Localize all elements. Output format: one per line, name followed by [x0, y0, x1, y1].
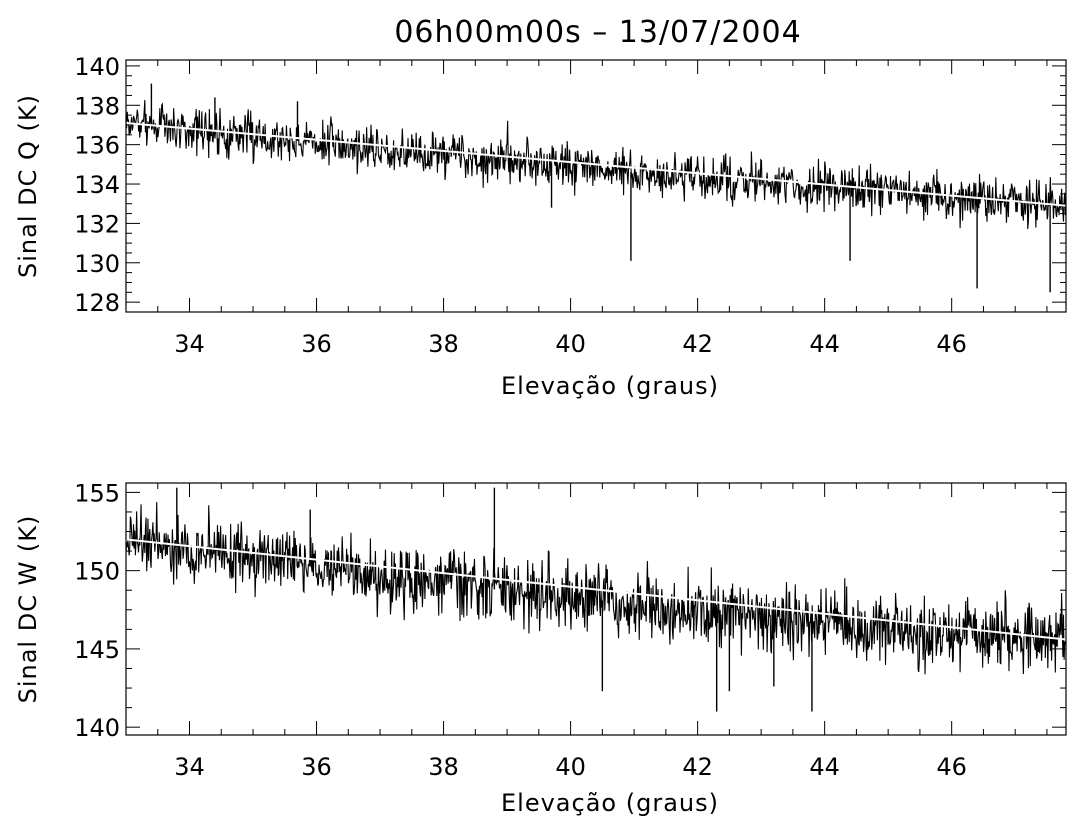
x-tick-label: 40 — [555, 330, 586, 358]
axes-frame — [125, 482, 1067, 736]
y-tick-label: 132 — [74, 210, 120, 238]
y-tick-label: 145 — [74, 636, 120, 664]
y-tick-label: 134 — [74, 171, 120, 199]
x-tick-label: 40 — [555, 753, 586, 781]
x-axis-label: Elevação (graus) — [501, 789, 719, 817]
top-panel: 34 36 38 40 42 44 46 128 130 132 134 136 138 140 Eleva… — [14, 53, 1067, 400]
fit-line — [125, 122, 1067, 207]
chart-title: 06h00m00s – 13/07/2004 — [394, 15, 801, 50]
y-axis-label: Sinal DC Q (K) — [14, 94, 42, 278]
y-tick-label: 150 — [74, 558, 120, 586]
x-axis-label: Elevação (graus) — [501, 372, 719, 400]
y-tick-label: 128 — [74, 289, 120, 317]
y-tick-label: 130 — [74, 250, 120, 278]
x-tick-label: 34 — [174, 753, 205, 781]
x-tick-label: 38 — [428, 330, 459, 358]
x-tick-label: 36 — [301, 753, 332, 781]
y-tick-label: 136 — [74, 132, 120, 160]
x-tick-label: 34 — [174, 330, 205, 358]
y-axis-label: Sinal DC W (K) — [14, 515, 42, 704]
axes-frame — [125, 59, 1067, 313]
x-tick-label: 38 — [428, 753, 459, 781]
x-tick-label: 36 — [301, 330, 332, 358]
x-tick-label: 42 — [682, 753, 713, 781]
bottom-panel: 34 36 38 40 42 44 46 140 145 150 155 Elevação (grau… — [14, 479, 1067, 817]
y-tick-label: 140 — [74, 53, 120, 81]
x-tick-label: 46 — [936, 753, 967, 781]
x-tick-label: 42 — [682, 330, 713, 358]
signal-line — [125, 502, 1067, 675]
y-tick-label: 155 — [74, 479, 120, 507]
signal-line — [125, 99, 1067, 229]
x-tick-label: 44 — [809, 330, 840, 358]
y-tick-label: 138 — [74, 92, 120, 120]
x-tick-label: 46 — [936, 330, 967, 358]
y-tick-label: 140 — [74, 714, 120, 742]
x-tick-label: 44 — [809, 753, 840, 781]
fit-line — [125, 538, 1067, 641]
